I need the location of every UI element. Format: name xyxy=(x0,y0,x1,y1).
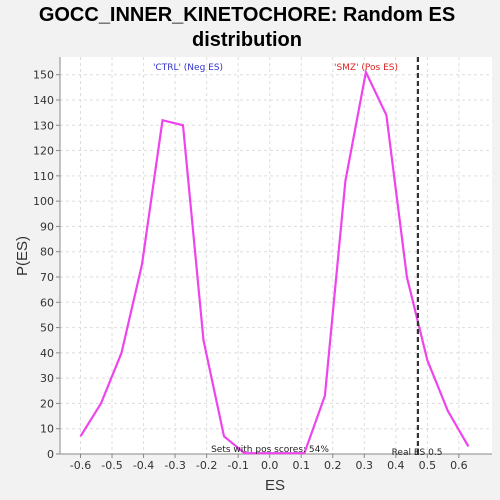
pos-scores-label: Sets with pos scores: 54% xyxy=(211,445,329,455)
pos-es-label: 'SMZ' (Pos ES) xyxy=(334,63,398,73)
x-tick-label: 0.4 xyxy=(387,459,405,472)
y-tick-label: 110 xyxy=(33,170,54,183)
y-tick-label: 50 xyxy=(40,322,54,335)
y-tick-label: 30 xyxy=(40,372,54,385)
y-tick-label: 150 xyxy=(33,69,54,82)
x-tick-label: -0.5 xyxy=(101,459,122,472)
y-tick-label: 10 xyxy=(40,423,54,436)
y-axis-ticks: 0 10 20 30 40 50 60 70 80 90 100 110 120 130 140 150 xyxy=(33,69,60,461)
y-tick-label: 100 xyxy=(33,195,54,208)
y-tick-label: 70 xyxy=(40,271,54,284)
y-tick-label: 80 xyxy=(40,246,54,259)
chart-title-line-2: distribution xyxy=(192,29,302,51)
y-tick-label: 40 xyxy=(40,347,54,360)
x-tick-label: -0.2 xyxy=(196,459,217,472)
plot-area xyxy=(60,57,492,454)
chart-title-line-1: GOCC_INNER_KINETOCHORE: Random ES xyxy=(39,4,455,26)
x-tick-label: -0.1 xyxy=(227,459,248,472)
x-tick-label: 0.0 xyxy=(261,459,279,472)
x-tick-label: 0.5 xyxy=(419,459,437,472)
x-tick-label: 0.1 xyxy=(292,459,310,472)
x-tick-label: -0.6 xyxy=(70,459,91,472)
y-tick-label: 140 xyxy=(33,94,54,107)
series-line-random-es xyxy=(79,68,470,455)
neg-es-label: 'CTRL' (Neg ES) xyxy=(153,63,223,73)
y-tick-label: 130 xyxy=(33,119,54,132)
x-tick-label: -0.4 xyxy=(133,459,154,472)
x-tick-label: 0.2 xyxy=(324,459,342,472)
x-axis-ticks: -0.6 -0.5 -0.4 -0.3 -0.2 -0.1 0.0 0.1 0.2 0.3 0.4 0… xyxy=(70,454,468,472)
y-tick-label: 90 xyxy=(40,220,54,233)
grid-lines xyxy=(60,57,492,455)
x-tick-label: 0.3 xyxy=(356,459,374,472)
x-tick-label: 0.6 xyxy=(450,459,468,472)
y-tick-label: 0 xyxy=(47,448,54,461)
y-tick-label: 120 xyxy=(33,145,54,158)
x-axis-label: ES xyxy=(265,477,285,494)
y-axis-label: P(ES) xyxy=(14,236,31,276)
y-tick-label: 20 xyxy=(40,397,54,410)
x-tick-label: -0.3 xyxy=(164,459,185,472)
y-tick-label: 60 xyxy=(40,296,54,309)
real-es-label: Real ES 0.5 xyxy=(392,448,443,458)
